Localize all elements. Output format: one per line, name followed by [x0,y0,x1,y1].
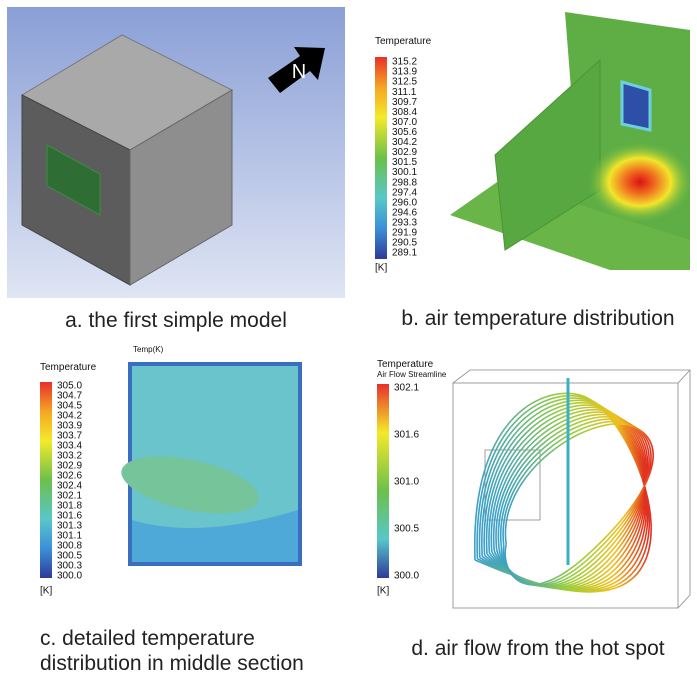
streamline [498,417,647,586]
caption: distribution in middle section [40,652,304,675]
legend-label: 289.1 [392,248,417,259]
legend-labels: 315.2313.9312.5311.1309.7308.4307.0305.6… [392,57,417,259]
legend-label: 301.6 [394,430,419,441]
legend-label: 302.1 [394,383,419,394]
colorbar [40,382,52,578]
legend-labels: 302.1 301.6 301.0 300.5 300.0 [394,383,419,582]
unit: [K] [377,586,389,597]
figure: N a. the first simple model Temperature … [0,0,697,675]
legend-label: 300.5 [394,524,419,535]
caption: c. detailed temperature [40,627,255,650]
unit: [K] [40,586,52,597]
hot-spot [588,142,692,222]
legend-label: 300.0 [394,571,419,582]
legend-labels: 305.0304.7304.5304.2303.9303.7303.4303.2… [57,381,82,582]
caption: a. the first simple model [65,309,287,332]
window [622,82,650,130]
colorbar [375,57,387,259]
legend-title: Temperature [375,36,432,47]
streamlines [475,378,653,592]
legend-title: Temperature [377,359,434,370]
caption: d. air flow from the hot spot [411,637,664,660]
legend-label: 301.0 [394,477,419,488]
legend-subtitle: Air Flow Streamline [377,370,447,379]
compass-label: N [292,61,306,83]
legend-title: Temperature [40,362,97,373]
unit: [K] [375,263,387,274]
caption: b. air temperature distribution [401,307,674,330]
colorbar [377,384,389,578]
plot-title: Temp(K) [133,345,164,354]
legend-label: 300.0 [57,571,82,582]
